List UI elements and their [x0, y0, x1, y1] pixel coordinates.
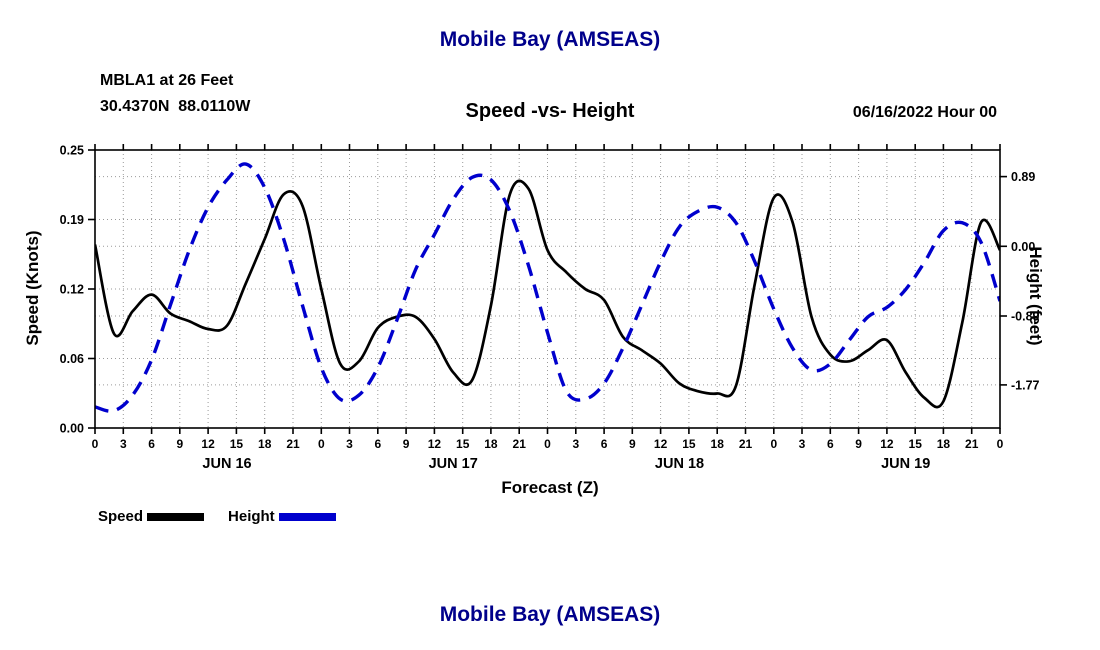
right-tick-label: -0.89 — [1011, 310, 1040, 324]
x-tick-label: 18 — [937, 437, 951, 451]
x-tick-label: 0 — [544, 437, 551, 451]
legend-speed-label: Speed — [98, 508, 144, 525]
x-tick-label: 15 — [909, 437, 923, 451]
x-tick-label: 0 — [318, 437, 325, 451]
x-tick-label: 21 — [286, 437, 300, 451]
x-tick-label: 15 — [682, 437, 696, 451]
x-axis-label: Forecast (Z) — [501, 478, 599, 497]
x-tick-label: 12 — [201, 437, 215, 451]
forecast-init-datetime: 06/16/2022 Hour 00 — [852, 104, 997, 121]
x-tick-label: 12 — [880, 437, 894, 451]
x-tick-label: 15 — [230, 437, 244, 451]
x-tick-label: 9 — [855, 437, 862, 451]
x-tick-label: 12 — [428, 437, 442, 451]
x-tick-label: 6 — [827, 437, 834, 451]
x-tick-label: 3 — [346, 437, 353, 451]
x-tick-label: 9 — [403, 437, 410, 451]
chart-subtitle: Speed -vs- Height — [465, 100, 635, 122]
legend-speed-swatch — [147, 512, 205, 521]
x-tick-label: 18 — [711, 437, 725, 451]
chart-title: Mobile Bay (AMSEAS) — [439, 28, 661, 51]
legend-height-label: Height — [228, 508, 275, 525]
left-tick-label: 0.00 — [60, 422, 84, 436]
x-tick-label: 18 — [484, 437, 498, 451]
legend: Speed Height — [98, 508, 336, 525]
x-tick-label: 18 — [258, 437, 272, 451]
x-tick-label: 15 — [456, 437, 470, 451]
x-tick-label: 12 — [654, 437, 668, 451]
day-label: JUN 17 — [429, 456, 478, 472]
day-label: JUN 16 — [202, 456, 251, 472]
second-chart-title: Mobile Bay (AMSEAS) — [439, 603, 661, 626]
x-tick-label: 0 — [92, 437, 99, 451]
x-tick-label: 6 — [601, 437, 608, 451]
x-tick-label: 6 — [374, 437, 381, 451]
right-tick-label: -1.77 — [1011, 378, 1040, 392]
left-tick-label: 0.19 — [60, 213, 84, 227]
x-tick-label: 3 — [799, 437, 806, 451]
x-tick-label: 0 — [770, 437, 777, 451]
right-tick-label: 0.89 — [1011, 170, 1035, 184]
day-label: JUN 18 — [655, 456, 704, 472]
left-tick-label: 0.12 — [60, 283, 84, 297]
x-tick-label: 3 — [120, 437, 127, 451]
x-tick-label: 21 — [513, 437, 527, 451]
x-tick-label: 21 — [739, 437, 753, 451]
left-tick-label: 0.25 — [60, 144, 84, 158]
left-tick-label: 0.06 — [60, 352, 84, 366]
series-height-line — [95, 162, 1000, 413]
x-tick-label: 3 — [572, 437, 579, 451]
station-coordinates: 30.4370N 88.0110W — [100, 98, 251, 115]
x-tick-label: 0 — [997, 437, 1004, 451]
legend-height-swatch — [278, 512, 336, 521]
x-tick-label: 9 — [176, 437, 183, 451]
station-name: MBLA1 at 26 Feet — [100, 72, 234, 89]
x-tick-label: 6 — [148, 437, 155, 451]
x-tick-label: 21 — [965, 437, 979, 451]
series-speed-line — [95, 179, 1000, 409]
right-tick-label: 0.00 — [1011, 240, 1035, 254]
day-label: JUN 19 — [881, 456, 930, 472]
x-tick-label: 9 — [629, 437, 636, 451]
